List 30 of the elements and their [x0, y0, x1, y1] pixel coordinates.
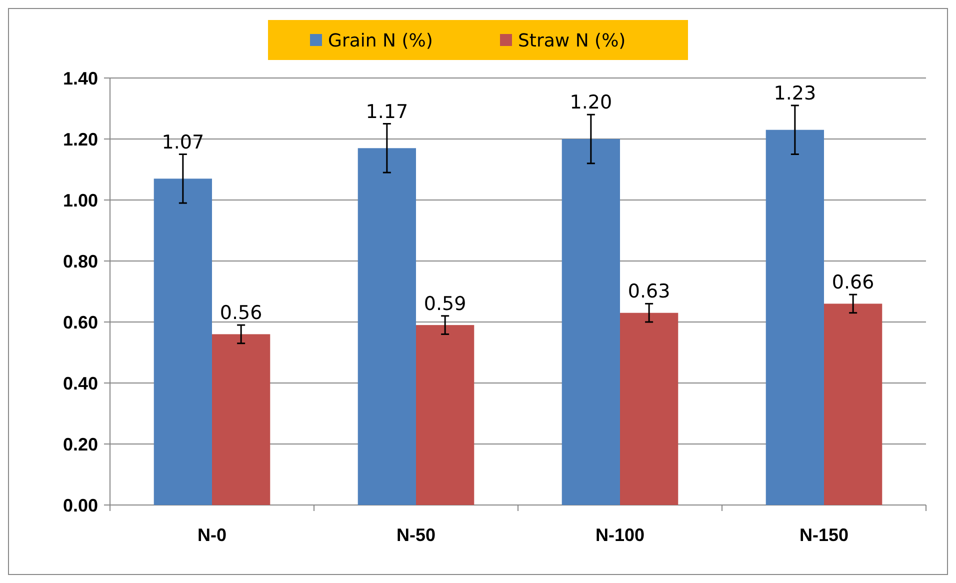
y-tick-label: 1.20	[62, 129, 98, 150]
x-tick-label: N-50	[396, 525, 436, 545]
bar	[562, 139, 620, 505]
data-label: 0.56	[220, 302, 262, 324]
data-label: 0.66	[832, 272, 874, 294]
y-tick-label: 1.40	[62, 68, 98, 88]
bar	[824, 304, 882, 505]
data-label: 1.23	[774, 82, 816, 104]
data-label: 1.07	[162, 131, 204, 154]
bar	[416, 325, 474, 505]
y-tick-label: 0.00	[62, 495, 98, 516]
y-tick-label: 1.00	[62, 190, 98, 210]
y-tick-label: 0.80	[62, 251, 98, 272]
data-label: 0.63	[628, 280, 670, 303]
y-tick-label: 0.60	[62, 312, 98, 332]
bar	[766, 130, 824, 505]
data-label: 1.20	[570, 92, 612, 114]
x-tick-label: N-150	[799, 525, 849, 545]
y-tick-label: 0.20	[62, 434, 98, 454]
x-tick-label: N-100	[595, 525, 645, 545]
y-tick-label: 0.40	[62, 373, 98, 394]
bar	[358, 148, 416, 505]
bar	[620, 312, 678, 505]
x-tick-label: N-0	[197, 525, 227, 545]
data-label: 1.17	[366, 100, 408, 123]
bar	[154, 178, 212, 505]
bar	[212, 334, 270, 505]
legend-label: Grain N (%)	[328, 30, 433, 52]
legend-label: Straw N (%)	[518, 30, 626, 52]
data-label: 0.59	[424, 292, 466, 315]
